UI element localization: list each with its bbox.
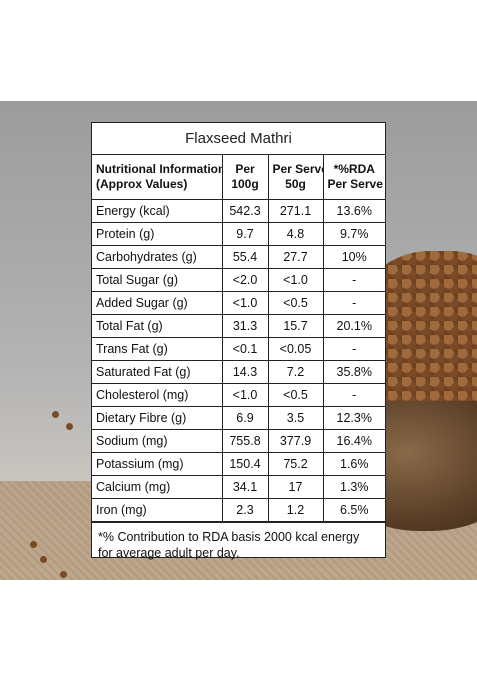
product-title: Flaxseed Mathri xyxy=(92,123,385,155)
table-row: Energy (kcal) 542.3 271.1 13.6% xyxy=(92,199,385,223)
nutrient-label: Energy (kcal) xyxy=(92,199,223,223)
value-rda: 1.3% xyxy=(322,475,385,499)
value-per-100g: 55.4 xyxy=(221,245,269,269)
value-per-100g: 755.8 xyxy=(221,429,269,453)
value-per-100g: 31.3 xyxy=(221,314,269,338)
value-per-100g: <1.0 xyxy=(221,383,269,407)
nutrient-label: Total Sugar (g) xyxy=(92,268,223,292)
nutrient-label: Potassium (mg) xyxy=(92,452,223,476)
value-rda: - xyxy=(322,383,385,407)
value-rda: - xyxy=(322,268,385,292)
nutrition-table: Nutritional Information (Approx Values) … xyxy=(92,155,385,522)
value-rda: 35.8% xyxy=(322,360,385,384)
value-per-serve: <0.05 xyxy=(267,337,324,361)
value-per-serve: 271.1 xyxy=(267,199,324,223)
value-per-serve: 17 xyxy=(267,475,324,499)
value-per-100g: <1.0 xyxy=(221,291,269,315)
value-per-serve: <1.0 xyxy=(267,268,324,292)
nutrient-label: Iron (mg) xyxy=(92,498,223,522)
value-rda: 1.6% xyxy=(322,452,385,476)
table-row: Cholesterol (mg) <1.0 <0.5- xyxy=(92,383,385,407)
value-per-100g: 6.9 xyxy=(221,406,269,430)
rda-footnote: *% Contribution to RDA basis 2000 kcal e… xyxy=(92,522,385,561)
scattered-seed xyxy=(30,541,37,548)
table-row: Protein (g) 9.7 4.8 9.7% xyxy=(92,222,385,246)
value-rda: 12.3% xyxy=(322,406,385,430)
value-rda: 10% xyxy=(322,245,385,269)
nutrient-label: Trans Fat (g) xyxy=(92,337,223,361)
value-rda: 16.4% xyxy=(322,429,385,453)
value-rda: - xyxy=(322,337,385,361)
table-row: Added Sugar (g) <1.0 <0.5- xyxy=(92,291,385,315)
table-row: Dietary Fibre (g) 6.9 3.5 12.3% xyxy=(92,406,385,430)
value-per-serve: 3.5 xyxy=(267,406,324,430)
value-per-100g: 14.3 xyxy=(221,360,269,384)
value-per-100g: 2.3 xyxy=(221,498,269,522)
value-per-serve: 75.2 xyxy=(267,452,324,476)
table-header-row: Nutritional Information (Approx Values) … xyxy=(92,155,385,200)
value-rda: - xyxy=(322,291,385,315)
value-per-serve: 27.7 xyxy=(267,245,324,269)
nutrient-label: Dietary Fibre (g) xyxy=(92,406,223,430)
value-per-100g: <2.0 xyxy=(221,268,269,292)
value-per-serve: <0.5 xyxy=(267,383,324,407)
table-row: Sodium (mg) 755.8 377.9 16.4% xyxy=(92,429,385,453)
value-per-100g: 9.7 xyxy=(221,222,269,246)
table-row: Trans Fat (g) <0.1 <0.05- xyxy=(92,337,385,361)
nutrient-label: Calcium (mg) xyxy=(92,475,223,499)
value-per-serve: 7.2 xyxy=(267,360,324,384)
header-per-serve: Per Serve 50g xyxy=(267,155,324,200)
value-per-serve: <0.5 xyxy=(267,291,324,315)
table-row: Iron (mg) 2.3 1.2 6.5% xyxy=(92,498,385,522)
table-row: Total Fat (g) 31.3 15.7 20.1% xyxy=(92,314,385,338)
table-row: Carbohydrates (g) 55.4 27.7 10% xyxy=(92,245,385,269)
value-per-serve: 4.8 xyxy=(267,222,324,246)
nutrient-label: Sodium (mg) xyxy=(92,429,223,453)
nutrition-card: Flaxseed Mathri Nutritional Information … xyxy=(91,122,386,561)
value-rda: 9.7% xyxy=(322,222,385,246)
value-per-100g: 150.4 xyxy=(221,452,269,476)
nutrient-label: Protein (g) xyxy=(92,222,223,246)
value-rda: 20.1% xyxy=(322,314,385,338)
nutrient-label: Added Sugar (g) xyxy=(92,291,223,315)
table-row: Potassium (mg) 150.4 75.2 1.6% xyxy=(92,452,385,476)
scattered-seed xyxy=(66,423,73,430)
value-per-100g: 34.1 xyxy=(221,475,269,499)
table-row: Calcium (mg) 34.1 17 1.3% xyxy=(92,475,385,499)
nutrient-label: Total Fat (g) xyxy=(92,314,223,338)
nutrient-label: Saturated Fat (g) xyxy=(92,360,223,384)
value-per-serve: 377.9 xyxy=(267,429,324,453)
value-per-100g: 542.3 xyxy=(221,199,269,223)
header-nutrition: Nutritional Information (Approx Values) xyxy=(92,155,223,200)
table-row: Saturated Fat (g) 14.3 7.2 35.8% xyxy=(92,360,385,384)
value-per-serve: 1.2 xyxy=(267,498,324,522)
value-per-100g: <0.1 xyxy=(221,337,269,361)
nutrient-label: Cholesterol (mg) xyxy=(92,383,223,407)
header-per-100g: Per 100g xyxy=(221,155,269,200)
table-row: Total Sugar (g) <2.0 <1.0- xyxy=(92,268,385,292)
value-per-serve: 15.7 xyxy=(267,314,324,338)
scattered-seed xyxy=(40,556,47,563)
scattered-seed xyxy=(60,571,67,578)
scattered-seed xyxy=(52,411,59,418)
value-rda: 6.5% xyxy=(322,498,385,522)
header-rda: *%RDA Per Serve xyxy=(322,155,385,200)
nutrient-label: Carbohydrates (g) xyxy=(92,245,223,269)
value-rda: 13.6% xyxy=(322,199,385,223)
